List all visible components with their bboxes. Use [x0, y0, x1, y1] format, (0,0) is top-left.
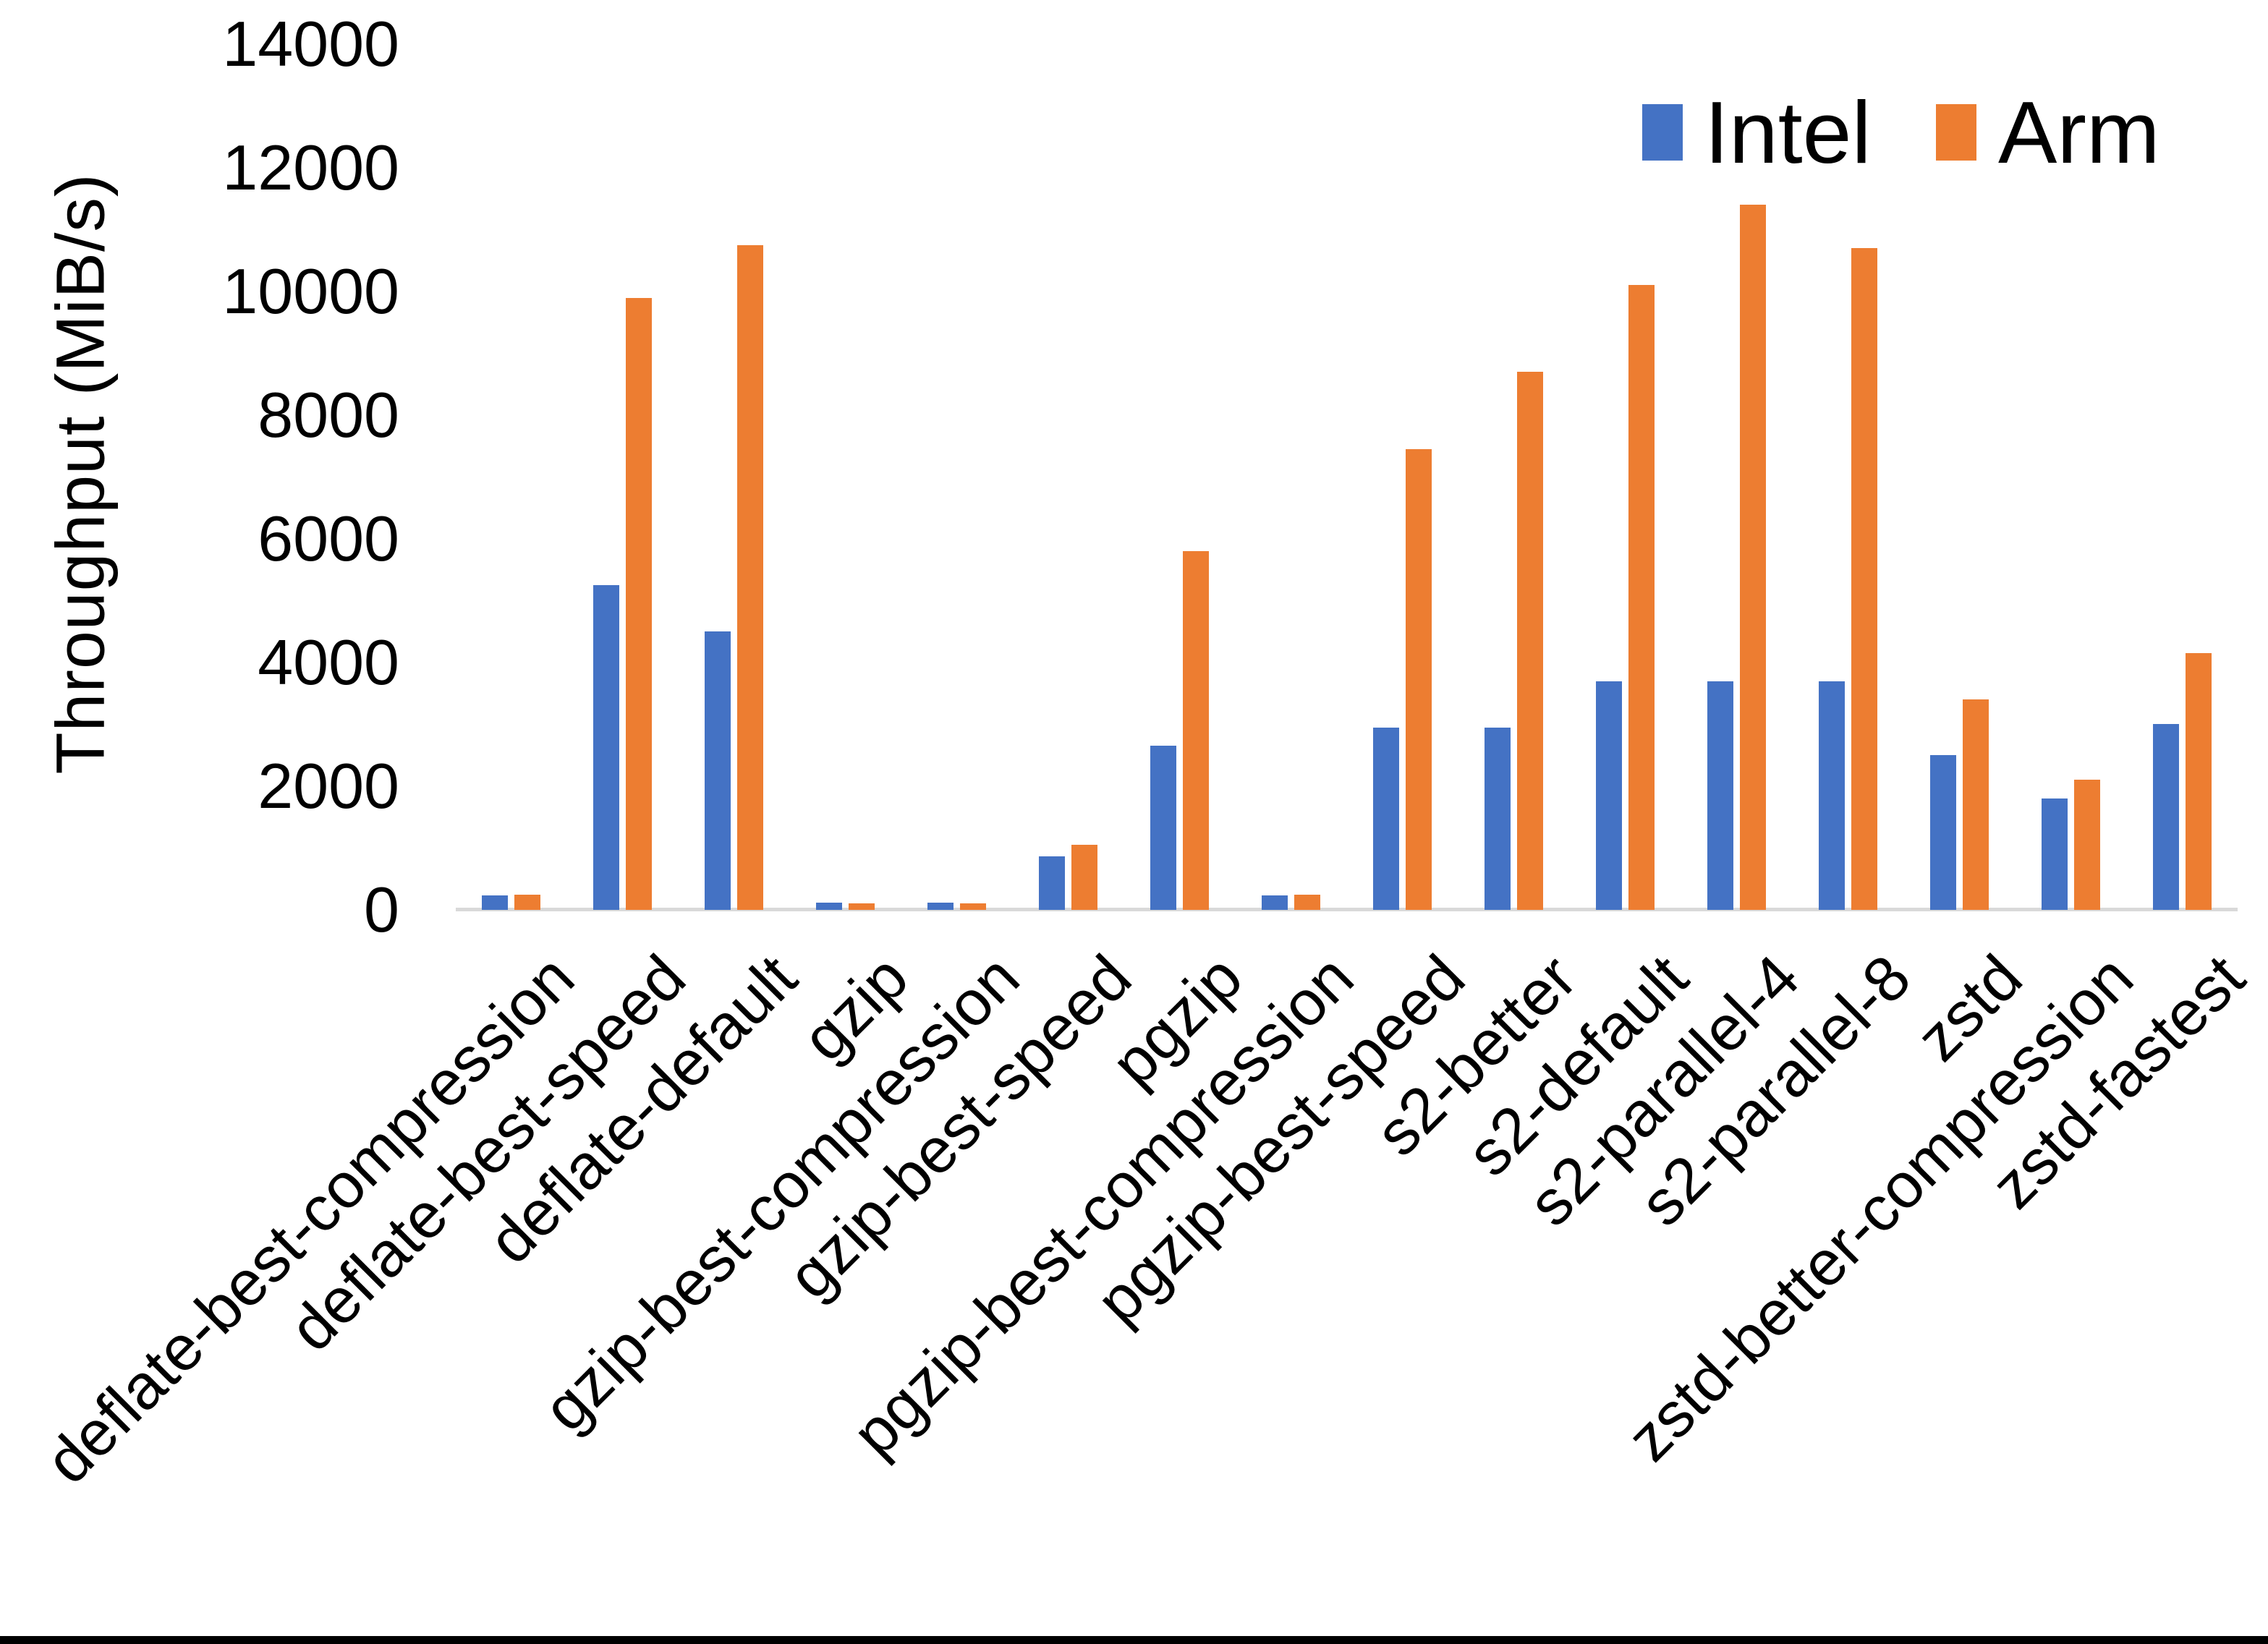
y-tick-label-0: 0	[364, 874, 399, 945]
bar-intel-deflate-best-speed	[593, 585, 619, 910]
y-tick-label-6000: 6000	[258, 503, 399, 574]
bar-intel-zstd	[1930, 755, 1956, 910]
bar-arm-s2-parallel-4	[1740, 205, 1766, 910]
bar-arm-s2-better	[1517, 372, 1543, 910]
bar-intel-deflate-default	[705, 631, 731, 910]
y-tick-label-8000: 8000	[258, 379, 399, 451]
bar-arm-deflate-default	[737, 245, 763, 910]
bar-arm-pgzip	[1183, 551, 1209, 910]
legend-swatch-intel	[1642, 104, 1683, 161]
legend-label-arm: Arm	[1998, 83, 2160, 182]
bar-arm-gzip-best-speed	[1071, 845, 1097, 910]
y-tick-label-14000: 14000	[222, 8, 399, 80]
bar-arm-s2-default	[1628, 285, 1655, 910]
bar-arm-gzip-best-compression	[960, 903, 986, 910]
bar-intel-gzip-best-compression	[927, 903, 954, 910]
bar-intel-pgzip-best-compression	[1262, 895, 1288, 910]
bar-intel-pgzip	[1150, 746, 1176, 910]
legend-swatch-arm	[1936, 104, 1976, 161]
bar-arm-pgzip-best-compression	[1294, 895, 1320, 910]
y-tick-label-12000: 12000	[222, 132, 399, 203]
y-tick-label-2000: 2000	[258, 750, 399, 822]
bar-arm-gzip	[849, 903, 875, 910]
bar-arm-deflate-best-speed	[626, 298, 652, 910]
bar-arm-deflate-best-compression	[514, 895, 540, 910]
y-tick-label-4000: 4000	[258, 626, 399, 698]
legend-label-intel: Intel	[1704, 83, 1872, 182]
bar-intel-deflate-best-compression	[482, 895, 508, 910]
bar-arm-pgzip-best-speed	[1406, 449, 1432, 910]
bar-intel-zstd-fastest	[2153, 724, 2179, 910]
bar-arm-zstd-better-compression	[2074, 780, 2100, 910]
bar-intel-zstd-better-compression	[2042, 798, 2068, 910]
legend-item-arm: Arm	[1936, 88, 2160, 176]
bar-intel-s2-better	[1485, 728, 1511, 910]
bar-arm-zstd	[1963, 699, 1989, 910]
bar-intel-s2-default	[1596, 681, 1622, 910]
bar-arm-s2-parallel-8	[1851, 248, 1877, 910]
bar-intel-s2-parallel-8	[1819, 681, 1845, 910]
bar-intel-s2-parallel-4	[1707, 681, 1733, 910]
y-tick-label-10000: 10000	[222, 255, 399, 327]
bar-intel-pgzip-best-speed	[1373, 728, 1399, 910]
bar-intel-gzip	[816, 903, 842, 910]
bottom-border	[0, 1636, 2268, 1644]
bar-arm-zstd-fastest	[2186, 653, 2212, 910]
bar-intel-gzip-best-speed	[1039, 856, 1065, 910]
legend-item-intel: Intel	[1642, 88, 1872, 176]
x-axis-line	[456, 908, 2238, 911]
